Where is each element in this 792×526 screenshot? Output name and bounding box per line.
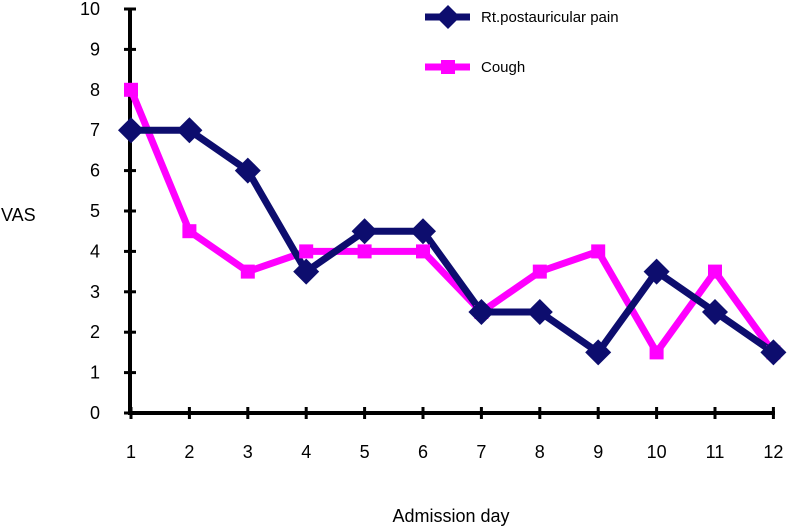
- data-point-rt-postauricular-pain: [702, 299, 728, 325]
- y-tick-label: 8: [90, 80, 100, 100]
- y-tick-label: 7: [90, 120, 100, 140]
- data-point-cough: [532, 264, 547, 279]
- data-point-cough: [240, 264, 255, 279]
- x-tick-label: 5: [360, 442, 370, 462]
- x-tick-label: 4: [301, 442, 311, 462]
- x-axis-title: Admission day: [392, 506, 509, 526]
- data-point-cough: [182, 224, 197, 239]
- data-point-rt-postauricular-pain: [410, 218, 436, 245]
- x-tick-label: 6: [418, 442, 428, 462]
- data-point-rt-postauricular-pain: [585, 339, 612, 366]
- y-tick-label: 1: [90, 363, 100, 383]
- data-point-rt-postauricular-pain: [643, 258, 670, 285]
- data-point-rt-postauricular-pain: [760, 339, 787, 366]
- x-tick-label: 1: [126, 442, 136, 462]
- y-tick-label: 10: [80, 0, 100, 19]
- x-tick-label: 3: [243, 442, 253, 462]
- data-point-rt-postauricular-pain: [293, 258, 320, 285]
- legend: Rt.postauricular pain Cough: [425, 5, 619, 76]
- y-tick-label: 2: [90, 322, 100, 342]
- series-layer: [127, 88, 777, 359]
- x-tick-label: 12: [763, 442, 783, 462]
- data-point-cough: [591, 244, 606, 259]
- data-point-cough: [124, 82, 138, 97]
- data-point-cough: [649, 345, 664, 360]
- data-point-rt-postauricular-pain: [468, 299, 495, 325]
- data-point-rt-postauricular-pain: [526, 299, 553, 325]
- y-tick-label: 9: [90, 39, 100, 59]
- series-line-cough: [127, 88, 777, 359]
- x-tick-label: 7: [476, 442, 486, 462]
- data-point-rt-postauricular-pain: [176, 117, 203, 144]
- data-point-cough: [708, 264, 722, 279]
- data-point-cough: [299, 244, 314, 259]
- x-tick-label: 10: [647, 442, 667, 462]
- x-tick-label: 11: [706, 442, 725, 462]
- data-point-rt-postauricular-pain: [118, 117, 144, 144]
- series-line-rt-postauricular-pain: [131, 126, 776, 358]
- x-tick-label: 8: [535, 442, 545, 462]
- legend-item-rt-postauricular-pain: Rt.postauricular pain: [425, 5, 619, 29]
- y-tick-label: 6: [90, 161, 100, 181]
- legend-marker-rt-postauricular-pain: [436, 5, 460, 29]
- data-point-cough: [416, 244, 430, 259]
- data-point-cough: [357, 244, 372, 259]
- data-point-rt-postauricular-pain: [234, 157, 261, 184]
- legend-label-rt-postauricular-pain: Rt.postauricular pain: [481, 9, 619, 26]
- y-tick-label: 5: [90, 201, 100, 221]
- y-tick-label: 4: [90, 241, 100, 261]
- legend-label-cough: Cough: [481, 59, 525, 76]
- y-axis-title: VAS: [1, 205, 36, 225]
- x-tick-label: 9: [593, 442, 603, 462]
- markers-layer: [118, 82, 787, 366]
- legend-item-cough: Cough: [425, 59, 525, 76]
- legend-marker-cough: [441, 60, 455, 74]
- x-tick-label: 2: [184, 442, 194, 462]
- y-tick-label: 3: [90, 282, 100, 302]
- y-tick-label: 0: [90, 403, 100, 423]
- data-point-rt-postauricular-pain: [351, 218, 378, 245]
